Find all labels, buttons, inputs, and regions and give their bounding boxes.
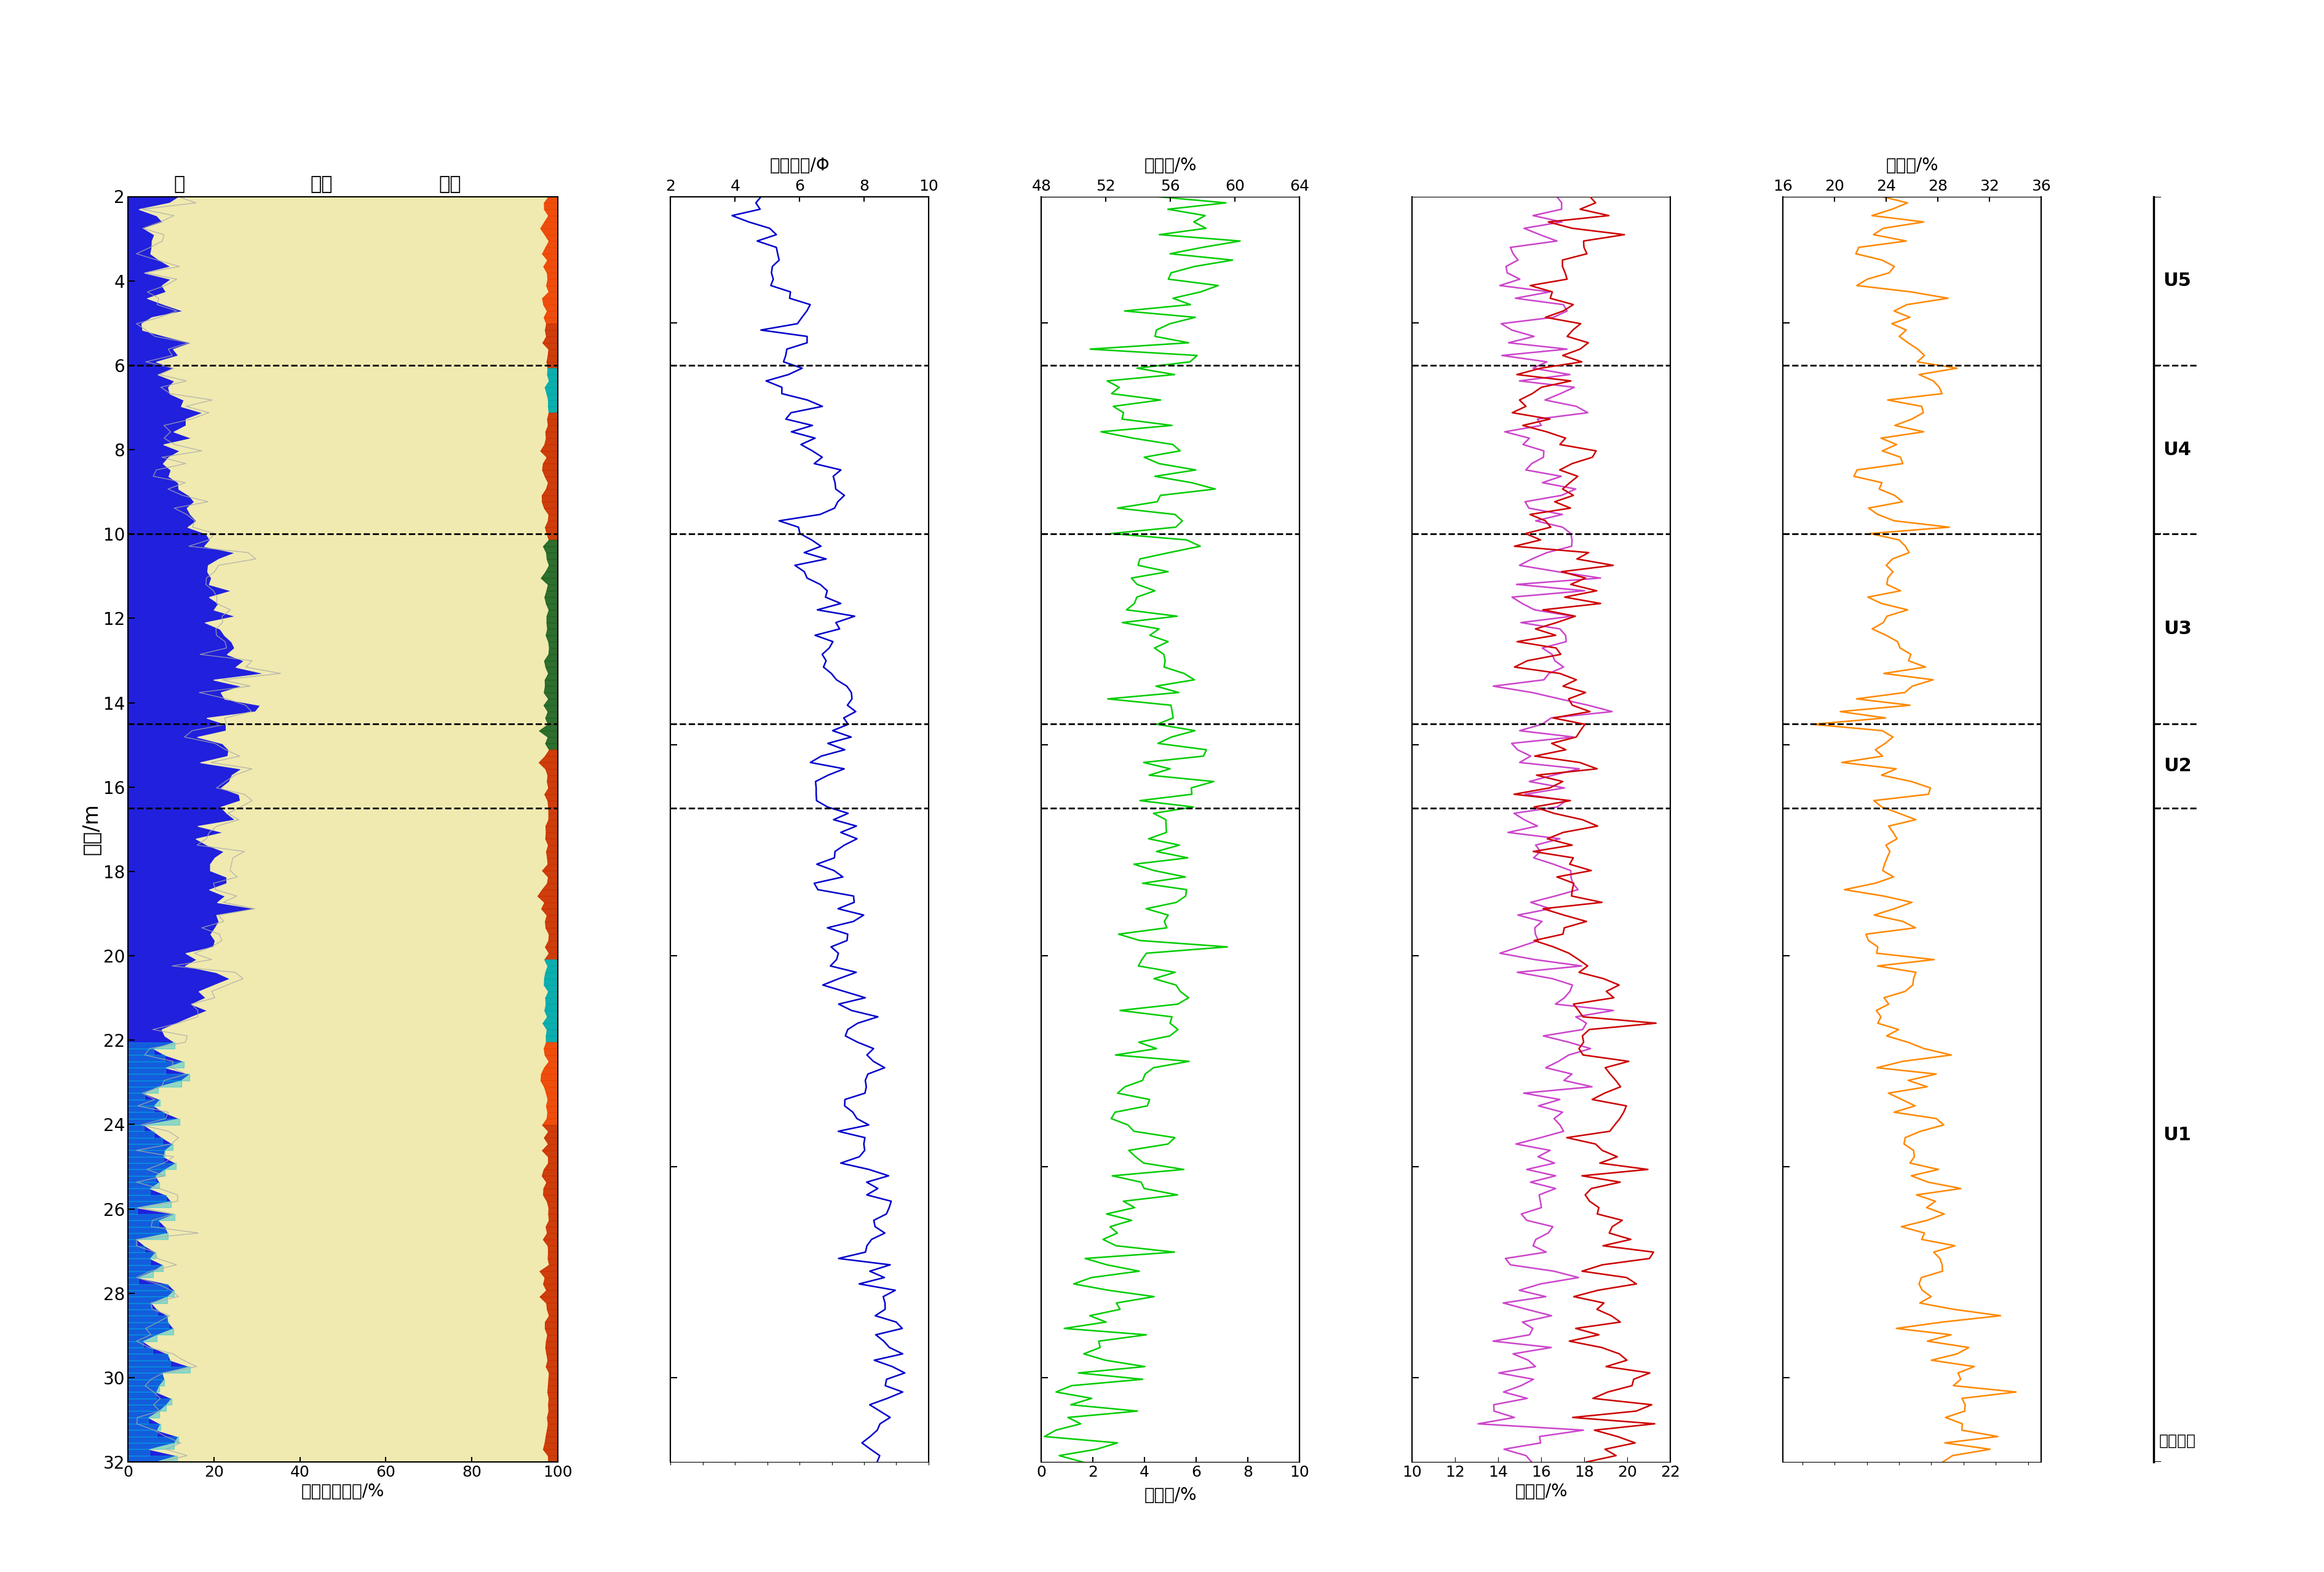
X-axis label: 粒级组分含量/%: 粒级组分含量/% [302,1482,383,1500]
Text: U2: U2 [2164,758,2192,775]
X-axis label: 伊利石/%: 伊利石/% [1143,157,1197,174]
X-axis label: 高岭石/%: 高岭石/% [1515,1482,1566,1500]
Text: 沉积单元: 沉积单元 [2159,1434,2196,1448]
X-axis label: 平均粒径/Φ: 平均粒径/Φ [769,157,830,174]
Text: U4: U4 [2164,440,2192,459]
Text: U3: U3 [2164,619,2192,638]
Y-axis label: 深度/m: 深度/m [81,803,102,855]
X-axis label: 绻泥石/%: 绻泥石/% [1885,157,1938,174]
X-axis label: 蒙脱石/%: 蒙脱石/% [1143,1487,1197,1504]
Text: U5: U5 [2164,272,2192,289]
Text: U1: U1 [2164,1126,2192,1144]
